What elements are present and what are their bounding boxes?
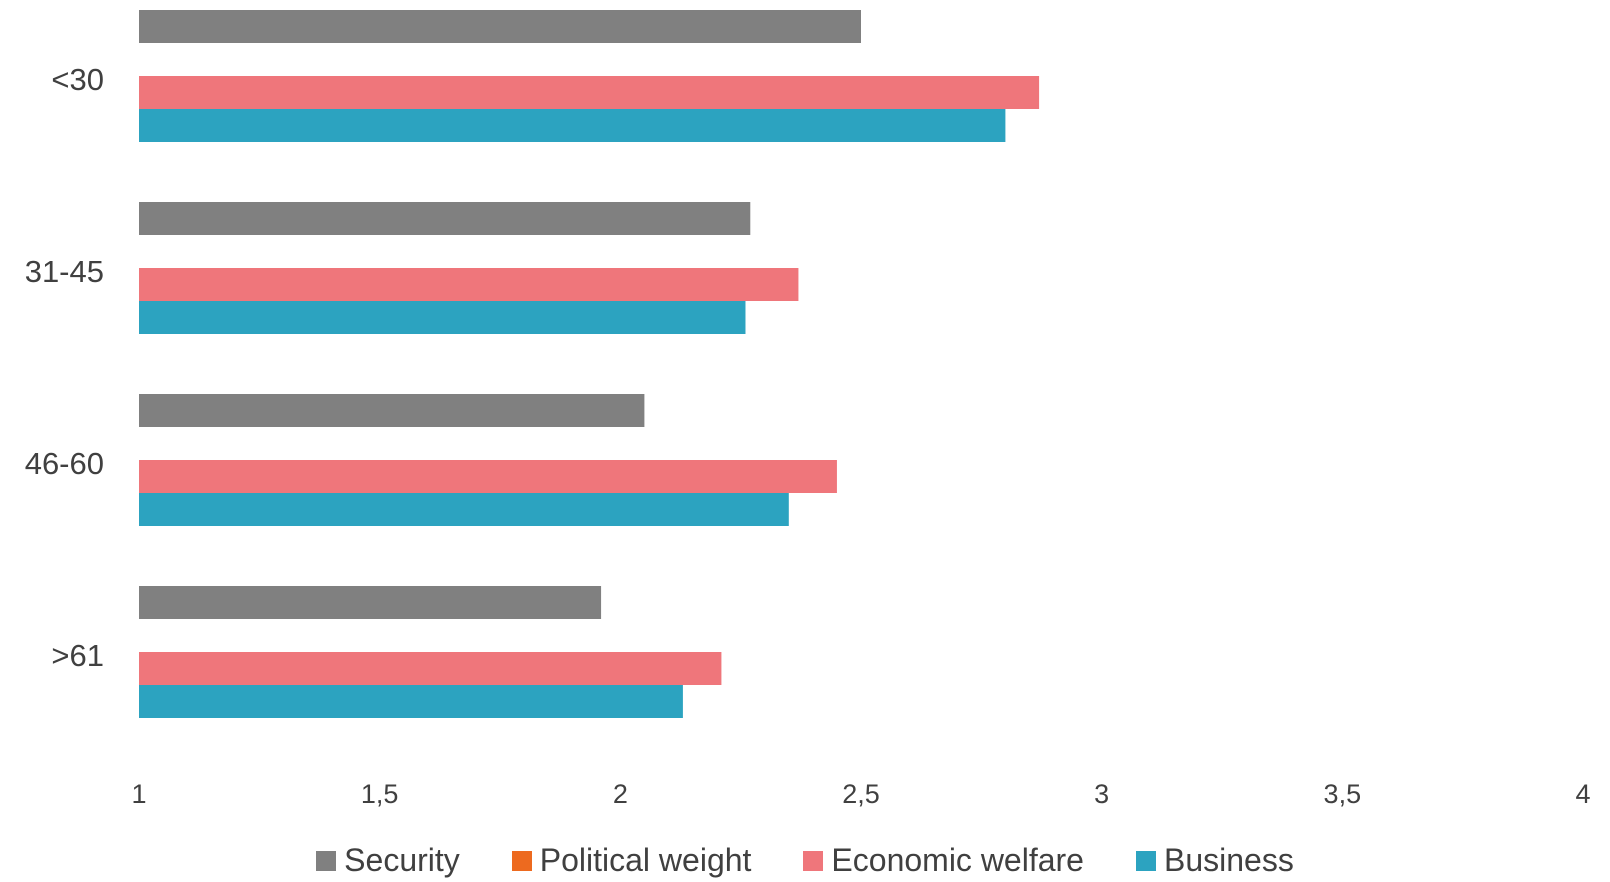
- legend-item: Economic welfare: [803, 842, 1084, 879]
- x-tick-label: 3,5: [1324, 779, 1362, 809]
- bar-economic-welfare-3: [139, 652, 722, 685]
- bar-security-0: [139, 10, 861, 43]
- legend-item: Security: [316, 842, 460, 879]
- bar-chart: <30 31-45 46-60 >61 1 1,5 2 2,5 3 3,5 4: [25, 10, 1591, 809]
- bar-business-0: [139, 109, 1006, 142]
- category-label: >61: [51, 638, 104, 673]
- x-tick-label: 1,5: [361, 779, 399, 809]
- x-tick-label: 1: [131, 779, 146, 809]
- bar-economic-welfare-2: [139, 460, 837, 493]
- bar-security-3: [139, 586, 602, 619]
- category-labels: <30 31-45 46-60 >61: [25, 62, 104, 673]
- bar-business-2: [139, 493, 789, 526]
- bar-business-1: [139, 301, 746, 334]
- x-axis-ticks: 1 1,5 2 2,5 3 3,5 4: [131, 779, 1590, 809]
- legend-item: Business: [1135, 842, 1294, 879]
- legend-label: Security: [344, 842, 460, 878]
- legend-swatch: [316, 850, 337, 871]
- category-label: 31-45: [25, 254, 104, 289]
- legend-swatch: [511, 850, 532, 871]
- legend: Security Political weight Economic welfare…: [0, 842, 1610, 879]
- category-label: 46-60: [25, 446, 104, 481]
- bar-economic-welfare-1: [139, 268, 799, 301]
- bars-group: [139, 10, 1040, 718]
- bar-business-3: [139, 685, 683, 718]
- legend-swatch: [803, 850, 824, 871]
- legend-item: Political weight: [511, 842, 752, 879]
- bar-security-2: [139, 394, 645, 427]
- category-label: <30: [51, 62, 104, 97]
- legend-label: Economic welfare: [831, 842, 1084, 878]
- x-tick-label: 2: [613, 779, 628, 809]
- legend-label: Political weight: [539, 842, 752, 878]
- bar-security-1: [139, 202, 751, 235]
- bar-economic-welfare-0: [139, 76, 1040, 109]
- legend-swatch: [1135, 850, 1156, 871]
- x-tick-label: 3: [1094, 779, 1109, 809]
- legend-label: Business: [1163, 842, 1294, 878]
- x-tick-label: 2,5: [842, 779, 880, 809]
- x-tick-label: 4: [1575, 779, 1590, 809]
